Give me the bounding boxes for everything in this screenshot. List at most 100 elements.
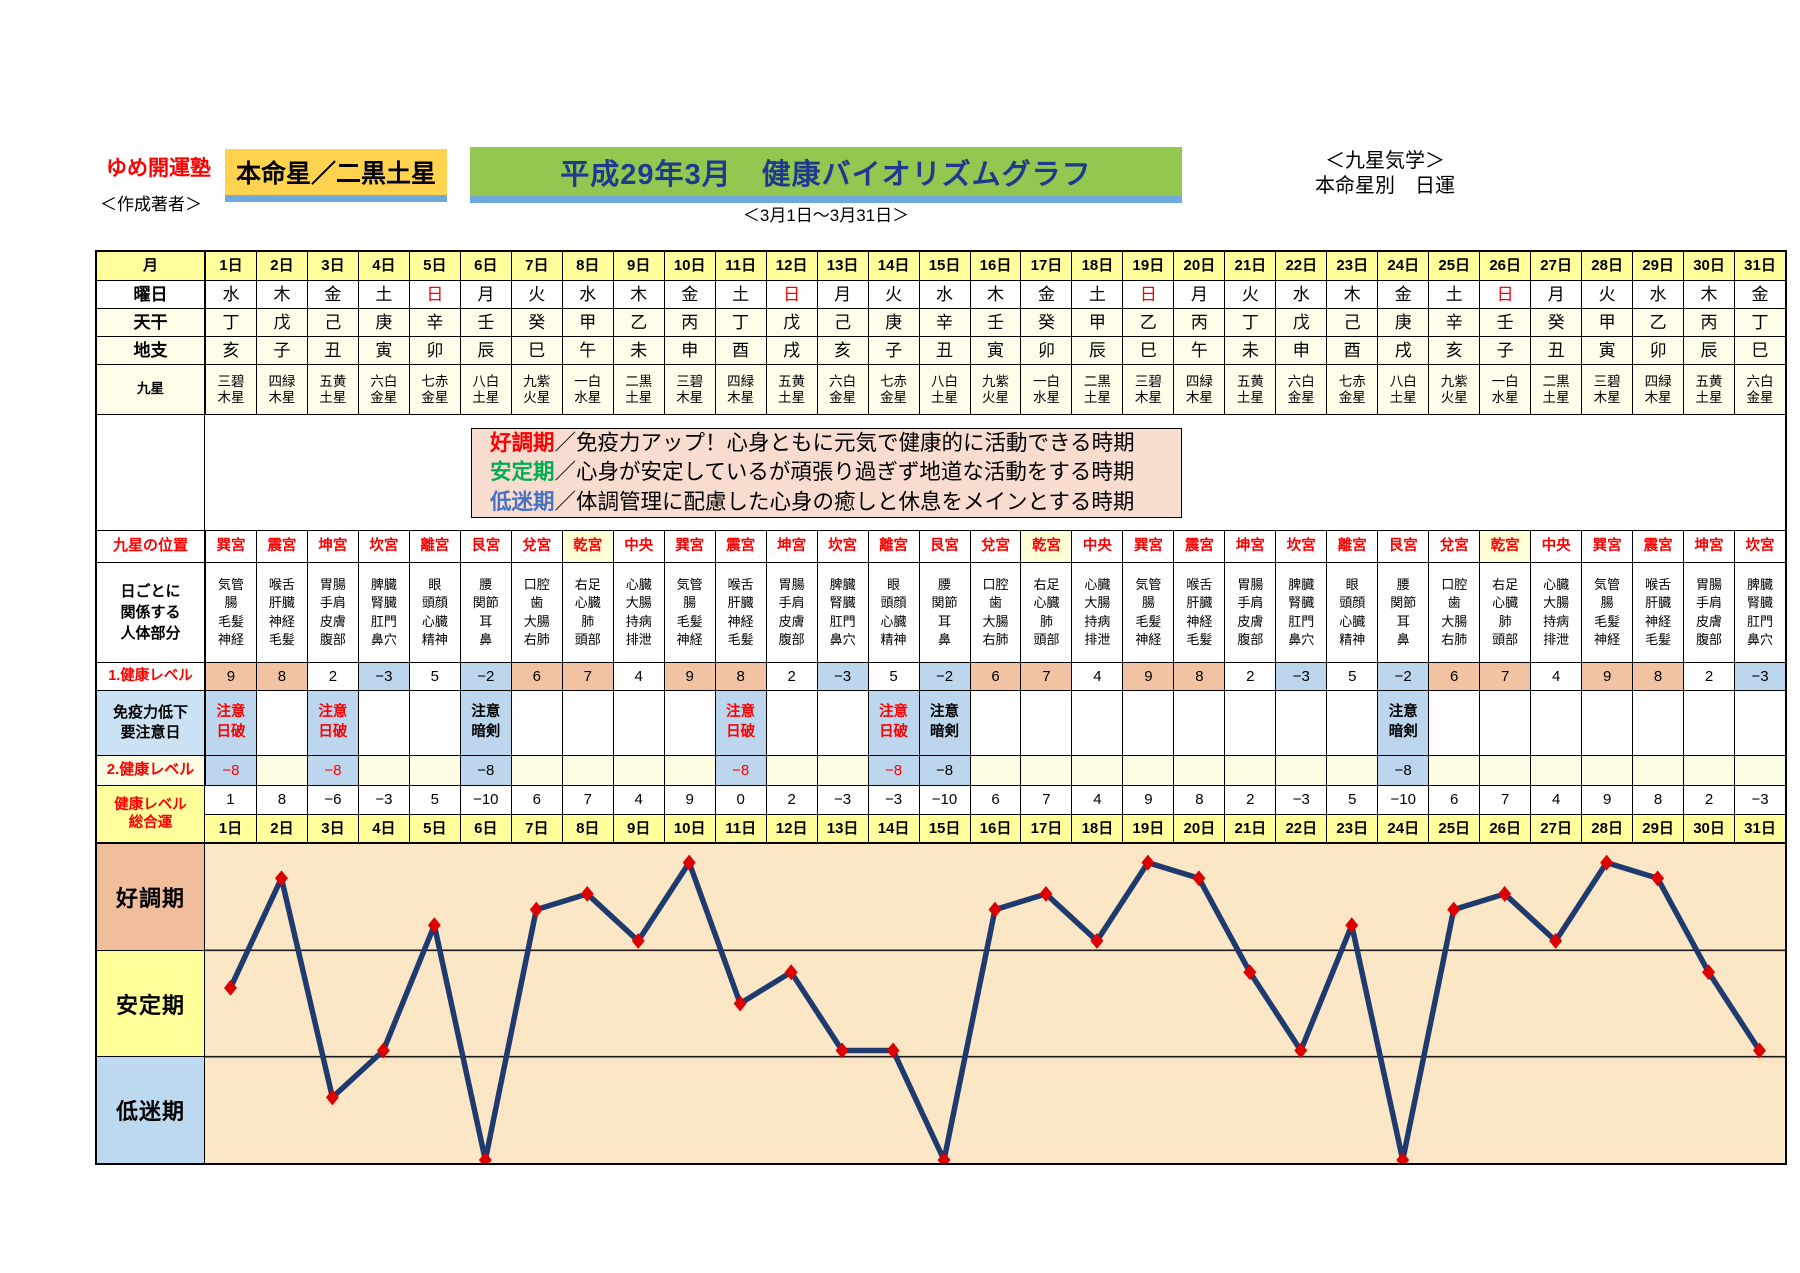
health-level2-cell: −8 bbox=[714, 756, 766, 785]
chishi-cell: 卯 bbox=[1632, 337, 1684, 364]
health-level2-cell bbox=[1734, 756, 1785, 785]
tenkan-cell: 庚 bbox=[867, 309, 919, 336]
kyusei-position-cell: 中央 bbox=[1530, 531, 1582, 562]
day-header-cell: 13日 bbox=[816, 252, 868, 280]
day-number-cell: 19日 bbox=[1122, 814, 1174, 842]
day-number-cell: 20日 bbox=[1173, 814, 1225, 842]
total-level-cell: −10 bbox=[918, 786, 970, 814]
tenkan-cell: 丙 bbox=[1683, 309, 1735, 336]
body-part-cell: 心臓 大腸 持病 排泄 bbox=[1530, 563, 1582, 662]
data-point-marker bbox=[529, 901, 543, 918]
row-label-level2: 2.健康レベル bbox=[97, 756, 205, 785]
day-header-cell: 1日 bbox=[205, 252, 256, 280]
day-number-cell: 17日 bbox=[1020, 814, 1072, 842]
immunity-caution-cell: 注意 日破 bbox=[205, 691, 256, 755]
chishi-cell: 午 bbox=[1173, 337, 1225, 364]
kyusei-cell: 七赤 金星 bbox=[408, 365, 460, 414]
total-level-cell: 7 bbox=[561, 786, 613, 814]
health-level2-cell bbox=[969, 756, 1021, 785]
health-level2-cell: −8 bbox=[459, 756, 511, 785]
health-level2-cell bbox=[1326, 756, 1378, 785]
biorhythm-table: 月 1日 2日 3日 4日 5日 6日 7日 8日 9日 10日 11日 12日 13日 14日 15日 16… bbox=[95, 250, 1787, 1165]
day-number-cell: 21日 bbox=[1224, 814, 1276, 842]
total-level-cell: 0 bbox=[714, 786, 766, 814]
row-label-kyusei: 九星 bbox=[97, 365, 205, 414]
row-month: 月 1日 2日 3日 4日 5日 6日 7日 8日 9日 10日 11日 12日 13日 14日 15日 16… bbox=[97, 252, 1785, 280]
chishi-cell: 未 bbox=[1224, 337, 1276, 364]
chishi-cell: 亥 bbox=[816, 337, 868, 364]
kyusei-cell: 三碧 木星 bbox=[1122, 365, 1174, 414]
chishi-cell: 丑 bbox=[1530, 337, 1582, 364]
weekday-cell: 木 bbox=[1683, 281, 1735, 308]
kyusei-cell: 五黄 土星 bbox=[1224, 365, 1276, 414]
total-level-cell: −3 bbox=[867, 786, 919, 814]
body-part-cell: 脾臓 腎臓 肛門 鼻穴 bbox=[1275, 563, 1327, 662]
body-part-cell: 腰関節耳鼻 bbox=[1377, 563, 1429, 662]
total-level-cell: 2 bbox=[765, 786, 817, 814]
day-header-cell: 30日 bbox=[1683, 252, 1735, 280]
chishi-cell: 丑 bbox=[306, 337, 358, 364]
weekday-cell: 木 bbox=[612, 281, 664, 308]
band-label-good: 好調期 bbox=[97, 844, 204, 950]
body-part-cell: 心臓 大腸 持病 排泄 bbox=[612, 563, 664, 662]
weekday-cell: 火 bbox=[1224, 281, 1276, 308]
immunity-caution-cell bbox=[969, 691, 1021, 755]
health-level1-cell: 4 bbox=[1071, 663, 1123, 690]
legend-term: 安定期 bbox=[490, 460, 555, 485]
kyusei-cell: 一白 水星 bbox=[561, 365, 613, 414]
day-number-cell: 8日 bbox=[561, 814, 613, 842]
health-level2-cell bbox=[255, 756, 307, 785]
tenkan-cell: 甲 bbox=[561, 309, 613, 336]
row-label-tenkan: 天干 bbox=[97, 309, 205, 336]
data-point-marker bbox=[631, 932, 645, 949]
day-number-cell: 22日 bbox=[1275, 814, 1327, 842]
body-part-cell: 気管腸毛髪 神経 bbox=[1122, 563, 1174, 662]
legend-text: ／心身が安定しているが頑張り過ぎず地道な活動をする時期 bbox=[554, 460, 1135, 485]
kyusei-position-cell: 離宮 bbox=[867, 531, 919, 562]
immunity-caution-cell bbox=[1734, 691, 1785, 755]
chishi-cell: 申 bbox=[1275, 337, 1327, 364]
honmeisei-box: 本命星／二黒土星 bbox=[225, 149, 447, 202]
health-level1-cell: 5 bbox=[1326, 663, 1378, 690]
total-level-cell: −6 bbox=[306, 786, 358, 814]
data-point-marker bbox=[886, 1042, 900, 1059]
weekday-cell: 月 bbox=[459, 281, 511, 308]
body-part-cell: 口腔歯大腸 右肺 bbox=[969, 563, 1021, 662]
chishi-cell: 酉 bbox=[1326, 337, 1378, 364]
band-label-low: 低迷期 bbox=[97, 1056, 204, 1164]
chishi-cell: 卯 bbox=[1020, 337, 1072, 364]
immunity-caution-cell bbox=[765, 691, 817, 755]
day-number-cell: 7日 bbox=[510, 814, 562, 842]
kyusei-cell: 五黄 土星 bbox=[765, 365, 817, 414]
total-level-cell: 6 bbox=[510, 786, 562, 814]
chart-band-labels: 好調期 安定期 低迷期 bbox=[97, 844, 205, 1164]
total-label-line1: 健康レベル bbox=[114, 796, 187, 813]
total-level-cell: 9 bbox=[663, 786, 715, 814]
kyusei-position-cell: 巽宮 bbox=[1581, 531, 1633, 562]
day-header-cell: 14日 bbox=[867, 252, 919, 280]
immunity-caution-cell bbox=[1326, 691, 1378, 755]
total-level-cell: 2 bbox=[1683, 786, 1735, 814]
kyusei-position-cell: 震宮 bbox=[714, 531, 766, 562]
tenkan-cell: 庚 bbox=[357, 309, 409, 336]
legend-term: 好調期 bbox=[490, 430, 555, 455]
data-point-marker bbox=[1294, 1042, 1308, 1059]
total-level-cell: −10 bbox=[459, 786, 511, 814]
chishi-cell: 辰 bbox=[1071, 337, 1123, 364]
day-number-cell: 26日 bbox=[1479, 814, 1531, 842]
kyusei-position-cell: 震宮 bbox=[1632, 531, 1684, 562]
health-level1-cell: 5 bbox=[408, 663, 460, 690]
body-label-line2: 関係する bbox=[120, 604, 181, 621]
data-point-marker bbox=[1090, 932, 1104, 949]
immunity-caution-cell bbox=[612, 691, 664, 755]
health-level2-cell bbox=[612, 756, 664, 785]
health-level1-cell: 7 bbox=[1020, 663, 1072, 690]
tenkan-cell: 己 bbox=[816, 309, 868, 336]
immunity-caution-cell bbox=[1224, 691, 1276, 755]
health-level1-cell: 9 bbox=[205, 663, 256, 690]
tenkan-cell: 庚 bbox=[1377, 309, 1429, 336]
immunity-caution-cell bbox=[1530, 691, 1582, 755]
day-number-cell: 3日 bbox=[306, 814, 358, 842]
data-point-marker bbox=[274, 870, 288, 887]
data-point-marker bbox=[427, 917, 441, 934]
